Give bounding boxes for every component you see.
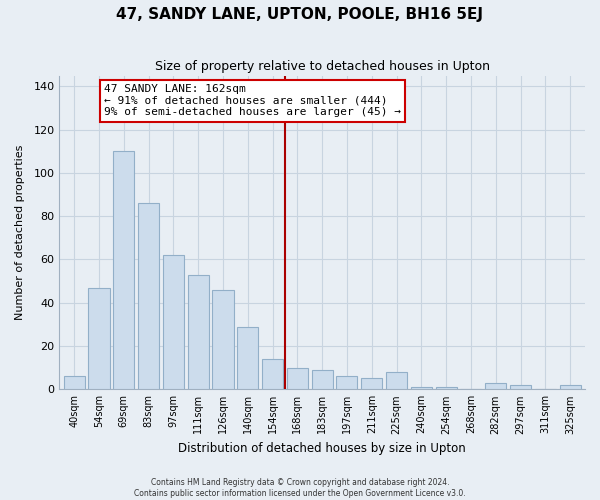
Bar [88,288,110,390]
Bar [411,387,432,390]
Bar [510,385,531,390]
Bar [311,370,332,390]
Title: Size of property relative to detached houses in Upton: Size of property relative to detached ho… [155,60,490,73]
Y-axis label: Number of detached properties: Number of detached properties [15,144,25,320]
Bar [237,326,259,390]
Bar [113,152,134,390]
Bar [64,376,85,390]
Bar [287,368,308,390]
Bar [188,274,209,390]
Bar [560,385,581,390]
Text: 47 SANDY LANE: 162sqm
← 91% of detached houses are smaller (444)
9% of semi-deta: 47 SANDY LANE: 162sqm ← 91% of detached … [104,84,401,117]
Bar [212,290,233,390]
Bar [361,378,382,390]
X-axis label: Distribution of detached houses by size in Upton: Distribution of detached houses by size … [178,442,466,455]
Bar [262,359,283,390]
Bar [485,383,506,390]
Bar [163,255,184,390]
Bar [386,372,407,390]
Bar [436,387,457,390]
Text: 47, SANDY LANE, UPTON, POOLE, BH16 5EJ: 47, SANDY LANE, UPTON, POOLE, BH16 5EJ [116,8,484,22]
Bar [138,203,159,390]
Bar [337,376,358,390]
Text: Contains HM Land Registry data © Crown copyright and database right 2024.
Contai: Contains HM Land Registry data © Crown c… [134,478,466,498]
